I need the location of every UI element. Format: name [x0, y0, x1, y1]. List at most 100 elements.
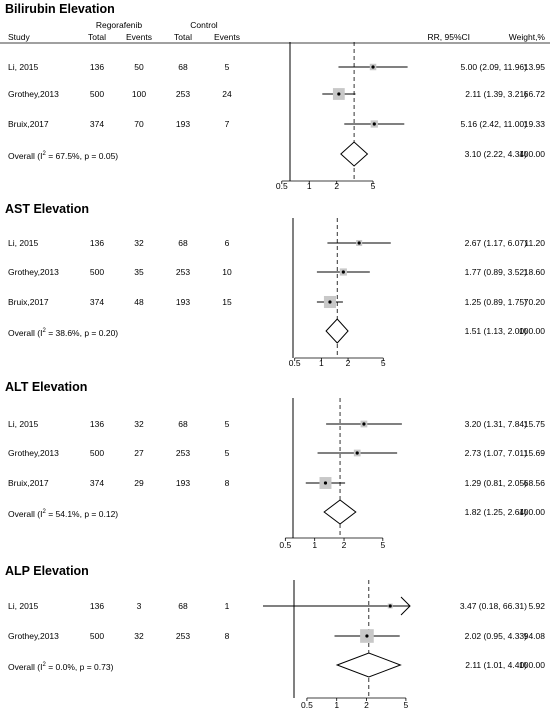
total-control: 253 — [175, 631, 191, 641]
rr-ci-text: 5.16 (2.42, 11.00) — [460, 119, 527, 129]
total-regorafenib: 374 — [89, 297, 105, 307]
events-regorafenib: 70 — [134, 119, 144, 129]
point-estimate — [388, 604, 392, 608]
study-name: Bruix,2017 — [8, 297, 49, 307]
total-control: 68 — [178, 601, 188, 611]
col-header-weight: Weight,% — [508, 32, 545, 42]
rr-ci-text: 2.02 (0.95, 4.33) — [464, 631, 527, 641]
x-tick-label: 0.5 — [275, 181, 288, 191]
overall-weight-text: 100.00 — [519, 149, 545, 159]
total-regorafenib: 374 — [89, 478, 105, 488]
rr-ci-text: 3.47 (0.18, 66.31) — [459, 601, 527, 611]
i-squared-superscript: 2 — [42, 509, 46, 515]
i-squared-superscript: 2 — [42, 662, 46, 668]
events-control: 5 — [224, 62, 230, 72]
total-regorafenib: 500 — [89, 448, 105, 458]
i-squared-superscript: 2 — [42, 328, 46, 334]
point-estimate — [337, 92, 341, 96]
total-regorafenib: 136 — [89, 238, 105, 248]
study-name: Bruix,2017 — [8, 119, 49, 129]
weight-text: 66.72 — [523, 89, 545, 99]
x-tick-label: 2 — [345, 358, 351, 368]
total-control: 193 — [175, 297, 191, 307]
total-control: 193 — [175, 119, 191, 129]
events-control: 8 — [224, 631, 230, 641]
study-name: Grothey,2013 — [8, 448, 59, 458]
total-control: 253 — [175, 89, 191, 99]
point-estimate — [355, 451, 359, 455]
col-header-total: Total — [174, 32, 192, 42]
weight-text: 13.95 — [523, 62, 545, 72]
total-regorafenib: 500 — [89, 89, 105, 99]
x-tick-label: 0.5 — [279, 540, 292, 550]
weight-text: 15.69 — [523, 448, 545, 458]
i-squared-superscript: 2 — [42, 151, 46, 157]
weight-text: 19.33 — [523, 119, 545, 129]
overall-label: Overall (I2 = 54.1%, p = 0.12) — [8, 508, 119, 519]
panel-title: Bilirubin Elevation — [5, 2, 115, 16]
panel-title: ALT Elevation — [5, 380, 88, 394]
x-tick-label: 0.5 — [300, 700, 313, 710]
total-regorafenib: 136 — [89, 601, 105, 611]
point-estimate — [362, 422, 366, 426]
events-regorafenib: 50 — [134, 62, 144, 72]
x-tick-label: 5 — [380, 358, 386, 368]
col-header-total: Total — [88, 32, 106, 42]
events-regorafenib: 35 — [134, 267, 144, 277]
events-regorafenib: 3 — [136, 601, 142, 611]
total-control: 68 — [178, 62, 188, 72]
rr-ci-text: 5.00 (2.09, 11.96) — [460, 62, 527, 72]
point-estimate — [328, 300, 332, 304]
col-group-regorafenib: Regorafenib — [95, 20, 143, 30]
panel-title: ALP Elevation — [5, 564, 89, 578]
weight-text: 94.08 — [523, 631, 545, 641]
x-tick-label: 0.5 — [288, 358, 301, 368]
total-control: 68 — [178, 238, 188, 248]
overall-label: Overall (I2 = 38.6%, p = 0.20) — [8, 327, 119, 338]
rr-ci-text: 1.25 (0.89, 1.75) — [464, 297, 527, 307]
point-estimate — [341, 270, 345, 274]
study-name: Li, 2015 — [8, 238, 39, 248]
study-name: Grothey,2013 — [8, 267, 59, 277]
rr-ci-text: 2.67 (1.17, 6.07) — [464, 238, 527, 248]
overall-diamond — [340, 141, 369, 167]
overall-diamond — [323, 499, 357, 525]
x-tick-label: 5 — [380, 540, 386, 550]
overall-weight-text: 100.00 — [519, 507, 545, 517]
study-name: Li, 2015 — [8, 419, 39, 429]
x-tick-label: 1 — [312, 540, 318, 550]
events-regorafenib: 32 — [134, 419, 144, 429]
col-header-events: Events — [214, 32, 240, 42]
events-control: 6 — [224, 238, 230, 248]
x-tick-label: 2 — [334, 181, 340, 191]
events-control: 7 — [224, 119, 230, 129]
overall-diamond — [335, 652, 402, 678]
rr-ci-text: 2.11 (1.39, 3.21) — [465, 89, 527, 99]
col-header-events: Events — [126, 32, 152, 42]
point-estimate — [365, 634, 369, 638]
col-group-control: Control — [190, 20, 218, 30]
study-name: Li, 2015 — [8, 601, 39, 611]
panel-title: AST Elevation — [5, 202, 90, 216]
study-name: Li, 2015 — [8, 62, 39, 72]
rr-ci-text: 1.77 (0.89, 3.52) — [464, 267, 527, 277]
total-control: 193 — [175, 478, 191, 488]
study-name: Grothey,2013 — [8, 89, 59, 99]
events-control: 24 — [222, 89, 232, 99]
weight-text: 70.20 — [523, 297, 545, 307]
total-control: 68 — [178, 419, 188, 429]
total-regorafenib: 136 — [89, 62, 105, 72]
total-regorafenib: 500 — [89, 267, 105, 277]
x-tick-label: 5 — [370, 181, 376, 191]
x-tick-label: 2 — [364, 700, 369, 710]
events-regorafenib: 32 — [134, 238, 144, 248]
point-estimate — [357, 241, 361, 245]
col-header-study: Study — [8, 32, 30, 42]
study-name: Grothey,2013 — [8, 631, 59, 641]
events-control: 5 — [224, 448, 230, 458]
ci-arrow — [400, 596, 411, 616]
overall-weight-text: 100.00 — [519, 326, 545, 336]
weight-text: 11.20 — [524, 238, 545, 248]
total-control: 253 — [175, 448, 191, 458]
